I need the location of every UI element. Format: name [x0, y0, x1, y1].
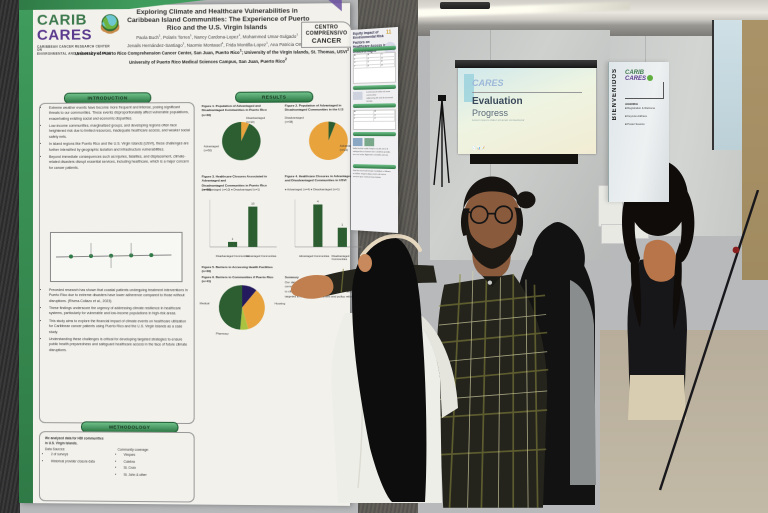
svg-text:1: 1: [232, 237, 234, 241]
svg-text:4: 4: [317, 199, 319, 203]
svg-text:10: 10: [251, 202, 255, 206]
